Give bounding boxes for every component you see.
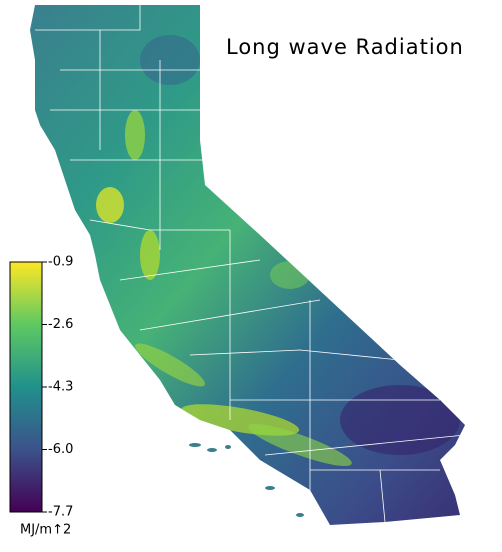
map-title: Long wave Radiation — [226, 35, 464, 59]
tick-label: -2.6 — [48, 317, 73, 332]
tick-label: -0.9 — [48, 255, 73, 270]
tick-label: -4.3 — [48, 380, 73, 395]
tick-label: -7.7 — [48, 505, 73, 520]
colorbar-unit: MJ/m↑2 — [20, 523, 71, 538]
state-shape — [30, 5, 465, 525]
colorbar-ticks: -0.9 -2.6 -4.3 -6.0 -7.7 — [42, 255, 73, 520]
radiation-patches — [96, 35, 460, 467]
islands — [189, 443, 304, 517]
colorbar — [9, 261, 43, 513]
tick-label: -6.0 — [48, 442, 73, 457]
county-lines — [35, 5, 465, 523]
